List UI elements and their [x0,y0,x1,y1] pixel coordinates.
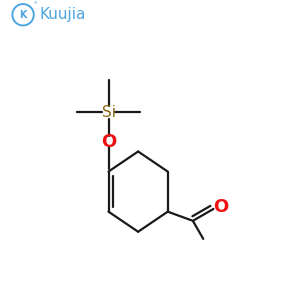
Text: O: O [101,133,116,151]
Text: Kuujia: Kuujia [39,7,86,22]
Text: O: O [213,198,229,216]
Text: K: K [19,10,27,20]
Text: Si: Si [101,105,116,120]
Text: °: ° [33,2,37,8]
